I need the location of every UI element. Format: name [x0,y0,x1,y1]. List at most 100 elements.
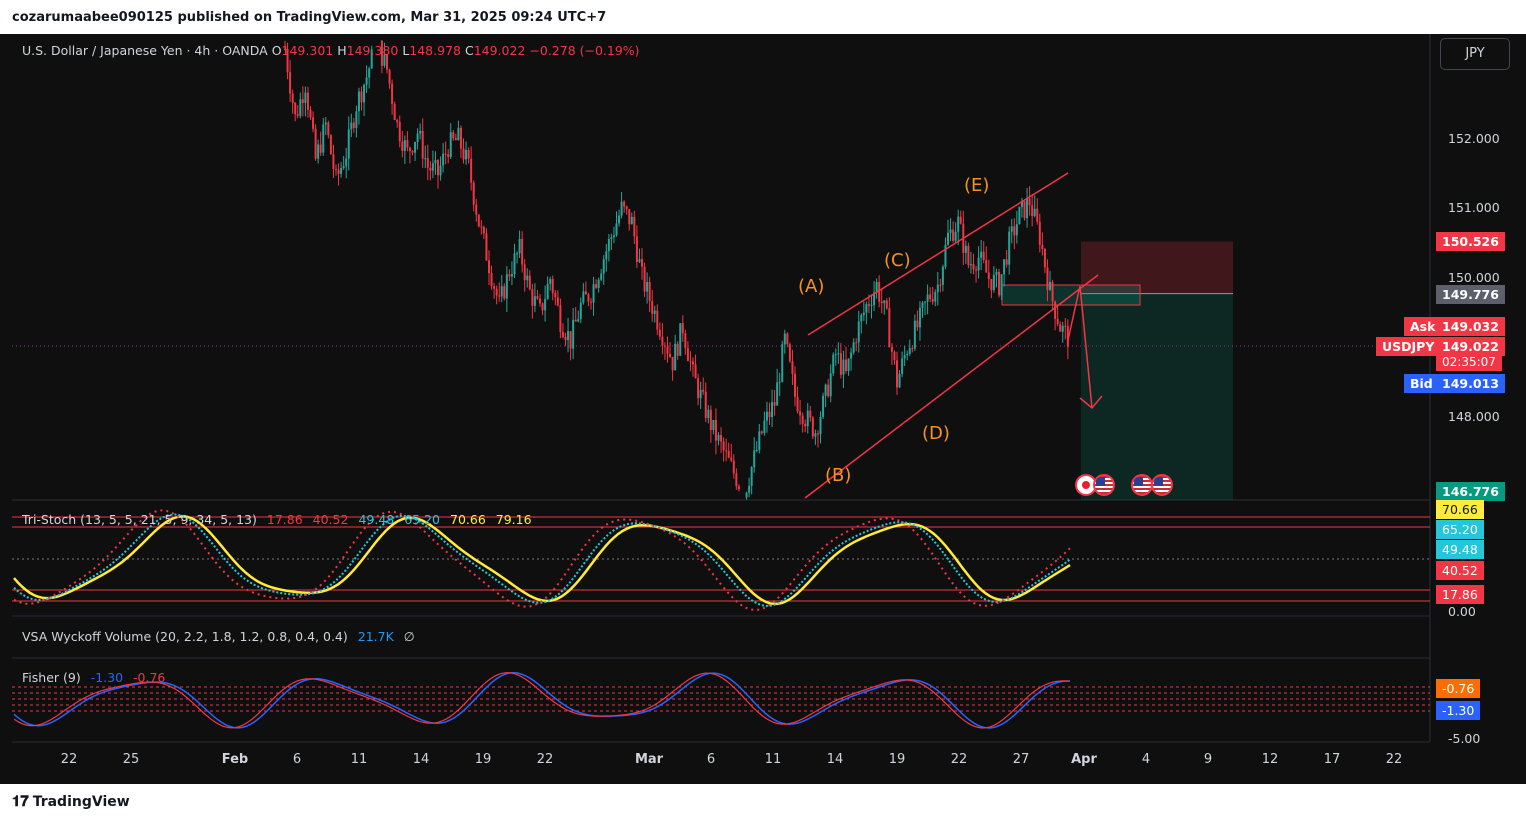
candle-body [366,78,368,85]
candle-body [820,417,822,434]
candle-body [440,165,442,175]
candle-body [725,450,727,451]
candle-body [842,360,844,375]
currency-button[interactable]: JPY [1440,38,1510,70]
candle-body [618,216,620,224]
candle-body [791,361,793,374]
candle-body [616,223,618,235]
candle-body [1006,259,1008,264]
candle-body [457,128,459,140]
candle-body [1026,198,1028,218]
tradingview-logo[interactable]: 𝟏𝟕 TradingView [12,792,130,810]
candle-body [718,435,720,441]
vsa-legend: VSA Wyckoff Volume (20, 2.2, 1.8, 1.2, 0… [22,629,415,644]
fisher-legend: Fisher (9) -1.30 -0.76 [22,670,165,685]
candle-body [922,303,924,308]
candle-body [1052,282,1054,301]
candle-body [554,293,556,297]
candle-body [886,301,888,309]
x-tick-label: 11 [765,752,782,767]
vsa-value: 21.7K [358,629,394,644]
fisher-value-2: -0.76 [133,670,165,685]
x-tick-label: 14 [827,752,844,767]
candle-body [919,308,921,327]
wave-label-d: (D) [922,423,950,444]
candle-body [779,382,781,383]
candle-body [508,274,510,276]
us-flag-icon[interactable] [1093,474,1115,496]
candle-body [409,148,411,151]
x-tick-label: 27 [1013,752,1030,767]
candle-body [1039,222,1041,245]
candle-body [865,304,867,312]
open-value: 149.301 [282,43,334,58]
candle-body [871,305,873,306]
candle-body [315,129,317,159]
candle-body [406,140,408,147]
symbol-name: U.S. Dollar / Japanese Yen · 4h · OANDA [22,43,268,58]
candle-body [368,69,370,78]
candle-body [641,259,643,266]
candle-body [524,265,526,281]
candle-body [348,129,350,158]
candle-body [455,138,457,140]
candle-body [993,275,995,290]
candle-body [771,402,773,417]
candle-body [427,158,429,168]
candle-body [881,302,883,303]
candle-body [715,420,717,441]
candle-body [394,104,396,120]
candle-body [475,205,477,215]
candle-body [389,70,391,84]
candle-body [896,360,898,387]
candle-body [565,337,567,340]
candle-body [761,431,763,433]
candle-body [937,285,939,292]
candle-body [667,347,669,354]
candle-body [978,258,980,271]
candle-body [784,334,786,345]
candle-body [544,299,546,310]
bid-label: Bid [1404,374,1439,393]
candle-body [970,264,972,265]
candle-body [626,206,628,209]
candle-body [733,460,735,473]
candle-body [447,154,449,157]
candle-body [967,246,969,265]
high-value: 149.380 [347,43,399,58]
candle-body [934,292,936,302]
candle-body [1001,274,1003,295]
candle-body [901,358,903,373]
y-tick-148: 148.000 [1448,409,1500,424]
candle-body [845,360,847,371]
candle-body [932,299,934,302]
candle-body [483,227,485,234]
candle-body [603,259,605,273]
entry-price-badge: 149.776 [1436,285,1505,304]
candle-body [672,357,674,370]
candle-body [939,285,941,286]
candle-body [1046,267,1048,289]
candle-body [723,442,725,451]
candle-body [335,169,337,170]
candle-body [350,123,352,130]
candle-body [924,302,926,303]
candle-body [774,402,776,405]
candle-body [412,151,414,153]
candle-body [297,114,299,116]
us-flag-icon[interactable] [1151,474,1173,496]
tristoch-axis-6: 0.00 [1448,604,1476,619]
candle-body [401,142,403,151]
candle-body [567,331,569,340]
candle-body [899,374,901,388]
candle-body [585,291,587,294]
candle-body [695,364,697,378]
candle-body [827,385,829,397]
vsa-title: VSA Wyckoff Volume (20, 2.2, 1.8, 1.2, 0… [22,629,348,644]
candle-body [797,397,799,411]
candle-body [292,94,294,103]
candle-body [955,232,957,241]
us-flag-icon[interactable] [1131,474,1153,496]
candle-body [526,276,528,281]
